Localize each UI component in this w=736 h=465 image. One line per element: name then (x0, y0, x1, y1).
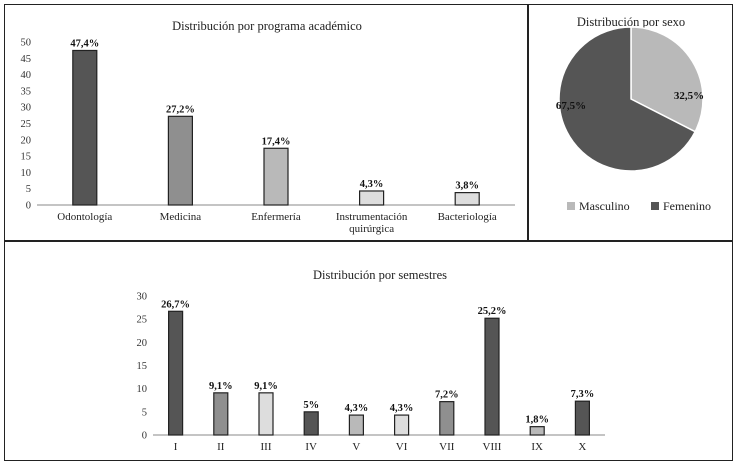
program-data-label: 3,8% (455, 181, 479, 192)
sex-chart: Distribución por sexo 32,5% 67,5% Masculin… (556, 15, 711, 213)
semesters-category-label: IV (305, 441, 317, 453)
program-y-tick-label: 5 (26, 184, 31, 195)
semesters-bar (168, 310, 184, 436)
semesters-bar (574, 400, 591, 436)
semesters-bar (439, 401, 455, 436)
semesters-data-label: 1,8% (525, 415, 549, 426)
semesters-data-label: 5% (303, 400, 319, 411)
sex-legend-label: Masculino (579, 199, 630, 213)
program-chart-title: Distribución por programa académico (172, 19, 362, 33)
semesters-data-label: 26,7% (161, 299, 190, 310)
semesters-y-tick-label: 25 (137, 315, 148, 326)
sex-chart-panel: Distribución por sexo 32,5% 67,5% Masculin… (528, 4, 733, 241)
semesters-category-label: II (217, 441, 225, 453)
program-y-tick-label: 45 (21, 54, 32, 65)
semesters-bar (213, 392, 229, 436)
program-y-tick-label: 50 (21, 38, 32, 49)
semesters-data-label: 7,3% (571, 389, 595, 400)
program-y-tick-label: 10 (21, 168, 32, 179)
semesters-category-label: VIII (483, 441, 502, 453)
program-y-tick-label: 15 (21, 152, 32, 163)
semesters-chart: Distribución por semestres 0 5 10 15 20 25 30 2… (137, 268, 605, 453)
program-category-label: quirúrgica (349, 223, 394, 235)
semesters-data-label: 9,1% (209, 381, 233, 392)
sex-pie-slice-masculino (630, 26, 704, 133)
program-bar (72, 49, 98, 206)
semesters-chart-panel: Distribución por semestres 0 5 10 15 20 25 30 2… (4, 241, 733, 461)
semesters-data-label: 7,2% (435, 390, 459, 401)
program-bar (359, 190, 385, 206)
semesters-category-label: III (261, 441, 272, 453)
program-category-label: Odontología (57, 211, 112, 223)
sex-chart-title: Distribución por sexo (577, 15, 685, 29)
sex-legend-swatch (651, 202, 659, 210)
semesters-bar (258, 392, 274, 436)
semesters-category-label: I (174, 441, 178, 453)
program-chart-panel: Distribución por programa académico 0 5 10… (4, 4, 528, 241)
semesters-y-tick-label: 20 (137, 338, 148, 349)
program-bar (167, 115, 193, 206)
semesters-bar (348, 414, 364, 436)
semesters-category-label: VII (439, 441, 455, 453)
semesters-category-label: VI (396, 441, 408, 453)
semesters-data-label: 4,3% (390, 403, 414, 414)
sex-legend-swatch (567, 202, 575, 210)
program-bar (263, 147, 289, 206)
semesters-y-tick-label: 10 (137, 384, 148, 395)
semesters-y-tick-label: 5 (142, 407, 147, 418)
sex-pie-slice-femenino (558, 26, 697, 172)
semesters-bar (303, 411, 319, 436)
semesters-y-tick-label: 15 (137, 361, 148, 372)
semesters-category-label: IX (531, 441, 543, 453)
program-category-label: Instrumentación (336, 211, 408, 223)
program-y-tick-label: 35 (21, 86, 32, 97)
program-chart: Distribución por programa académico 0 5 10… (21, 19, 515, 235)
program-data-label: 27,2% (166, 104, 195, 115)
sex-pie-slice-label: 32,5% (674, 90, 704, 102)
semesters-bar (484, 317, 500, 436)
program-y-tick-label: 30 (21, 103, 32, 114)
program-data-label: 47,4% (70, 38, 99, 49)
semesters-data-label: 9,1% (254, 381, 278, 392)
program-y-tick-label: 20 (21, 135, 32, 146)
program-category-label: Medicina (160, 211, 202, 223)
semesters-data-label: 25,2% (478, 306, 507, 317)
program-y-tick-label: 40 (21, 70, 32, 81)
semesters-data-label: 4,3% (345, 403, 369, 414)
program-data-label: 17,4% (262, 136, 291, 147)
program-category-label: Bacteriología (438, 211, 497, 223)
semesters-bar (529, 426, 545, 436)
semesters-chart-title: Distribución por semestres (313, 268, 447, 282)
sex-legend-label: Femenino (663, 199, 711, 213)
program-y-tick-label: 25 (21, 119, 32, 130)
sex-pie-slice-label: 67,5% (556, 100, 586, 112)
program-bar (454, 192, 480, 206)
semesters-y-tick-label: 0 (142, 431, 147, 442)
program-category-label: Enfermería (251, 211, 301, 223)
semesters-bar (394, 414, 410, 436)
semesters-category-label: X (578, 441, 586, 453)
semesters-category-label: V (352, 441, 360, 453)
program-y-tick-label: 0 (26, 201, 31, 212)
semesters-y-tick-label: 30 (137, 292, 148, 303)
program-data-label: 4,3% (360, 179, 384, 190)
